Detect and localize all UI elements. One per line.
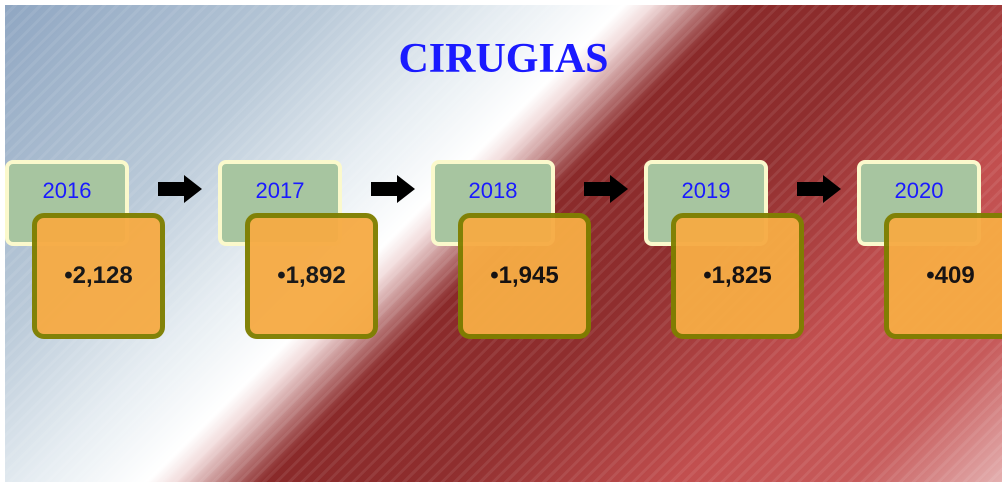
title: CIRUGIAS xyxy=(398,36,609,82)
arrow-icon xyxy=(158,175,202,203)
arrow xyxy=(584,175,628,203)
arrow-icon xyxy=(797,175,841,203)
value-box: •1,825 xyxy=(671,213,804,339)
arrow xyxy=(797,175,841,203)
arrow xyxy=(158,175,202,203)
value-box: •409 xyxy=(884,213,1002,339)
arrow xyxy=(371,175,415,203)
arrow-icon xyxy=(371,175,415,203)
value-box: •1,945 xyxy=(458,213,591,339)
value-box: •2,128 xyxy=(32,213,165,339)
arrow-icon xyxy=(584,175,628,203)
value-box: •1,892 xyxy=(245,213,378,339)
